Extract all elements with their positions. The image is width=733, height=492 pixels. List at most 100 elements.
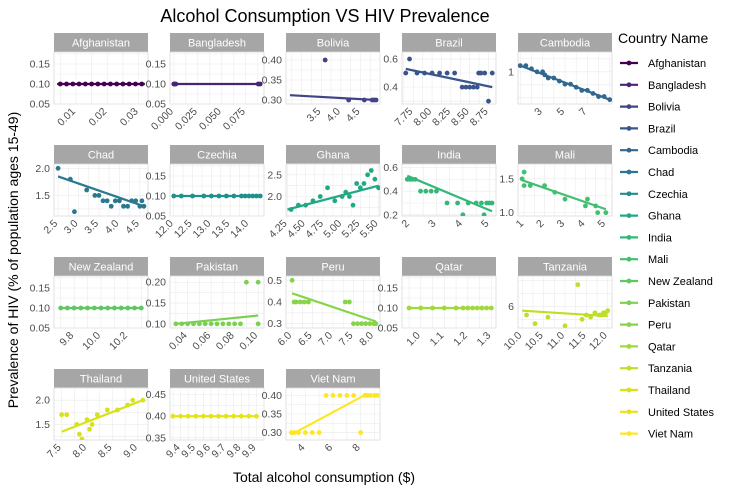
- y-tick-label: 1: [508, 66, 514, 78]
- data-point: [255, 321, 261, 327]
- y-tick-label: 2.0: [35, 395, 50, 407]
- data-point: [71, 305, 77, 311]
- legend-item-peru: Peru: [620, 320, 671, 332]
- data-point: [361, 181, 367, 186]
- data-point: [361, 97, 367, 103]
- x-tick-label: 7: [577, 106, 590, 119]
- data-point: [82, 81, 88, 87]
- y-tick-label: 0.10: [30, 79, 51, 91]
- data-point: [291, 430, 297, 435]
- data-point: [77, 431, 82, 437]
- x-tick-label: 7.75: [392, 106, 415, 129]
- legend-key-point: [626, 256, 632, 262]
- data-point: [455, 200, 461, 206]
- legend-item-united-states: United States: [620, 407, 715, 419]
- data-point: [114, 81, 120, 87]
- data-point: [521, 169, 527, 175]
- data-point: [562, 81, 568, 87]
- data-point: [140, 397, 146, 403]
- data-point: [108, 81, 113, 87]
- data-layer: [58, 305, 144, 311]
- y-tick-label: 0.15: [146, 298, 167, 310]
- plot-area: [169, 387, 265, 441]
- data-layer: [171, 193, 263, 199]
- strip-tanzania: [518, 257, 612, 276]
- data-point: [527, 183, 533, 189]
- x-tick-label: 5: [595, 218, 608, 231]
- y-tick-label: 0.45: [146, 389, 167, 401]
- data-point: [303, 202, 309, 208]
- data-point: [133, 81, 138, 87]
- y-tick-label: 0.20: [146, 277, 167, 289]
- data-point: [79, 436, 85, 440]
- y-tick-label: 0.40: [262, 390, 283, 402]
- legend-item-afghanistan: Afghanistan: [620, 58, 706, 70]
- data-layer: [173, 279, 261, 327]
- data-point: [246, 413, 252, 419]
- legend-title: Country Name: [618, 30, 708, 46]
- x-tick-label: 14.0: [228, 218, 251, 241]
- legend-label: Viet Nam: [648, 429, 693, 441]
- legend-item-ghana: Ghana: [620, 211, 682, 223]
- data-point: [104, 198, 110, 204]
- strip-india: [402, 145, 496, 164]
- legend-item-qatar: Qatar: [620, 341, 676, 353]
- y-tick-label: 0.40: [262, 55, 283, 67]
- legend-item-thailand: Thailand: [620, 385, 690, 397]
- facet-panels: Afghanistan 0.05 0.10 0.15 0.01 0.02 0.03 Bangl…: [30, 33, 613, 460]
- data-point: [374, 393, 380, 398]
- data-point: [355, 321, 360, 327]
- y-tick-label: 0.05: [146, 99, 167, 111]
- data-point: [323, 393, 329, 398]
- data-point: [108, 203, 114, 209]
- data-point: [373, 321, 379, 327]
- x-tick-label: 8.5: [96, 442, 115, 461]
- data-point: [101, 81, 107, 87]
- data-point: [257, 193, 263, 199]
- data-point: [72, 209, 77, 215]
- x-tick-label: 9.8: [57, 330, 76, 349]
- legend-key-point: [626, 191, 632, 197]
- plot-area: [401, 275, 497, 329]
- x-tick-label: 10.0: [501, 330, 524, 353]
- data-point: [130, 397, 136, 403]
- data-point: [239, 193, 244, 199]
- data-point: [76, 81, 82, 87]
- data-point: [573, 84, 579, 90]
- x-tick-label: 9.0: [121, 442, 140, 461]
- data-point: [78, 305, 84, 311]
- legend-item-viet-nam: Viet Nam: [620, 429, 693, 441]
- data-point: [316, 430, 322, 435]
- legend-item-tanzania: Tanzania: [620, 363, 693, 375]
- data-point: [116, 198, 122, 204]
- strip-label: Peru: [321, 262, 344, 274]
- data-point: [223, 413, 229, 419]
- trend-line: [291, 392, 369, 436]
- data-layer: [55, 165, 147, 215]
- legend-item-pakistan: Pakistan: [620, 298, 690, 310]
- data-point: [532, 321, 538, 327]
- data-point: [214, 321, 220, 327]
- data-point: [460, 212, 466, 216]
- data-point: [191, 321, 196, 327]
- x-tick-label: 8.0: [70, 442, 89, 461]
- data-point: [590, 91, 596, 96]
- data-point: [231, 413, 237, 419]
- x-tick-label: 8.0: [357, 330, 376, 349]
- data-point: [373, 97, 379, 103]
- data-point: [584, 87, 590, 93]
- data-point: [208, 321, 214, 327]
- data-point: [104, 407, 110, 413]
- data-point: [459, 84, 465, 90]
- x-tick-label: 1.3: [475, 330, 494, 349]
- data-layer: [403, 56, 495, 104]
- x-tick-label: 6.0: [275, 330, 294, 349]
- data-point: [137, 203, 143, 209]
- x-tick-label: 0.02: [86, 106, 109, 129]
- data-point: [238, 321, 243, 327]
- data-point: [486, 98, 491, 104]
- plot-area: [53, 387, 149, 441]
- legend-label: Tanzania: [648, 363, 693, 375]
- y-tick-label: 0.3: [267, 318, 282, 330]
- data-point: [64, 412, 70, 418]
